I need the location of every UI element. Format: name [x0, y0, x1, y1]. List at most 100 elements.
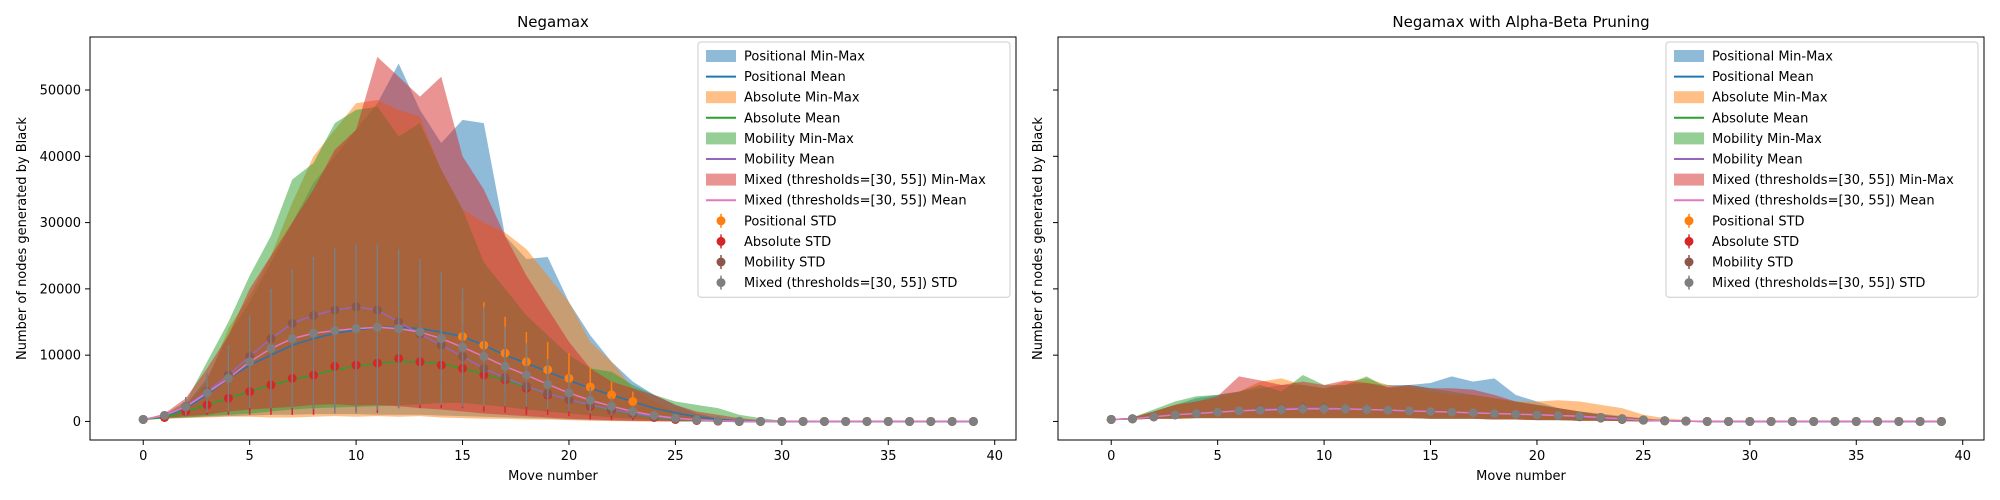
std-point [1170, 410, 1180, 420]
std-point [1936, 416, 1946, 426]
std-point [1128, 414, 1138, 424]
legend-swatch [706, 91, 736, 104]
std-point [1447, 407, 1457, 417]
std-point [947, 416, 957, 426]
x-tick-label: 5 [1214, 449, 1222, 464]
legend-swatch [1674, 173, 1704, 186]
x-tick-label: 25 [1635, 449, 1652, 464]
x-tick-label: 35 [1848, 449, 1865, 464]
x-axis-label: Move number [508, 469, 598, 484]
axes-frame [1057, 36, 1985, 441]
std-point [968, 416, 978, 426]
legend-label: Mixed (thresholds=[30, 55]) STD [744, 276, 957, 291]
mean-line-4 [1111, 408, 1942, 423]
legend-swatch-marker [716, 216, 726, 226]
legend-label: Mixed (thresholds=[30, 55]) Min-Max [744, 173, 986, 188]
std-point [1766, 416, 1776, 426]
x-tick-label: 40 [1954, 449, 1971, 464]
legend-swatch-marker [1684, 257, 1694, 267]
std-point [1340, 404, 1350, 414]
std-point [692, 415, 702, 425]
std-point [1383, 405, 1393, 415]
std-point [479, 351, 489, 361]
std-point [1489, 408, 1499, 418]
alpha-beta-panel: 0 5 10 15 20 25 30 35 40 Negamax with Alpha-Beta … [1031, 13, 1985, 484]
std-point [777, 416, 787, 426]
chart-title: Negamax [517, 13, 589, 31]
legend-label: Absolute Min-Max [1712, 91, 1828, 106]
legend-swatch [1674, 91, 1704, 104]
std-point [628, 406, 638, 416]
legend-label: Positional STD [1712, 214, 1805, 229]
legend-label: Absolute Min-Max [744, 91, 860, 106]
legend-label: Mixed (thresholds=[30, 55]) STD [1712, 276, 1925, 291]
std-point [394, 324, 404, 334]
x-tick-label: 35 [880, 449, 897, 464]
std-point [1553, 410, 1563, 420]
legend-item: Mobility Min-Max [706, 132, 854, 147]
std-point [649, 410, 659, 420]
std-point [181, 402, 191, 412]
legend-label: Mobility Mean [744, 153, 835, 168]
std-point [1851, 416, 1861, 426]
x-tick-label: 10 [1316, 449, 1333, 464]
std-point [245, 357, 255, 367]
std-point [1596, 412, 1606, 422]
std-point [1213, 407, 1223, 417]
std-point [1298, 404, 1308, 414]
legend-swatch [706, 173, 736, 186]
y-axis-label: Number of nodes generated by Black [1031, 117, 1046, 360]
legend-label: Mobility Min-Max [1712, 132, 1822, 147]
x-tick-label: 20 [561, 449, 578, 464]
x-tick-label: 5 [246, 449, 254, 464]
std-point [223, 373, 233, 383]
legend-label: Absolute Mean [744, 111, 840, 126]
std-point [1745, 416, 1755, 426]
negamax-panel: 0 5 10 15 20 25 30 35 40 0 10000 20000 30000 40000 500… [15, 13, 1017, 484]
legend-swatch [706, 132, 736, 145]
legend-item: Positional Min-Max [1674, 50, 1833, 65]
std-point [713, 416, 723, 426]
std-point [372, 322, 382, 332]
std-point [607, 401, 617, 411]
std-point [1511, 409, 1521, 419]
legend-label: Mobility STD [744, 256, 825, 271]
legend-item: Positional Mean [706, 70, 846, 85]
legend-label: Mixed (thresholds=[30, 55]) Mean [744, 194, 967, 209]
legend-swatch [1674, 50, 1704, 62]
legend-swatch [706, 50, 736, 62]
std-point [543, 379, 553, 389]
std-point [1894, 416, 1904, 426]
std-point [500, 361, 510, 371]
legend-item: Absolute Min-Max [706, 91, 860, 106]
x-tick-label: 15 [454, 449, 471, 464]
std-point [798, 416, 808, 426]
legend-label: Positional Min-Max [1712, 50, 1833, 65]
y-tick-label: 20000 [40, 282, 81, 297]
x-tick-label: 0 [1107, 449, 1115, 464]
std-point [1255, 405, 1265, 415]
std-point [138, 414, 148, 424]
legend-label: Absolute STD [1712, 235, 1799, 250]
std-point [564, 388, 574, 398]
std-point [1362, 405, 1372, 415]
std-point [1149, 412, 1159, 422]
std-point [628, 397, 638, 407]
y-tick-label: 10000 [40, 349, 81, 364]
legend: Positional Min-Max Positional Mean Absolut… [1665, 41, 1979, 298]
legend-item: Mobility STD [716, 255, 825, 271]
std-point [1830, 416, 1840, 426]
legend-label: Mixed (thresholds=[30, 55]) Mean [1712, 194, 1935, 209]
std-point [1681, 416, 1691, 426]
x-tick-label: 25 [667, 449, 684, 464]
std-point [287, 334, 297, 344]
legend-label: Mixed (thresholds=[30, 55]) Min-Max [1712, 173, 1954, 188]
mean-line-4 [143, 326, 974, 423]
legend-item: Mixed (thresholds=[30, 55]) Min-Max [1674, 173, 1954, 188]
std-point [1426, 406, 1436, 416]
std-point [1319, 404, 1329, 414]
legend-item: Absolute STD [1684, 234, 1799, 250]
std-point [1277, 405, 1287, 415]
y-axis-label: Number of nodes generated by Black [15, 117, 30, 360]
std-point [1660, 416, 1670, 426]
